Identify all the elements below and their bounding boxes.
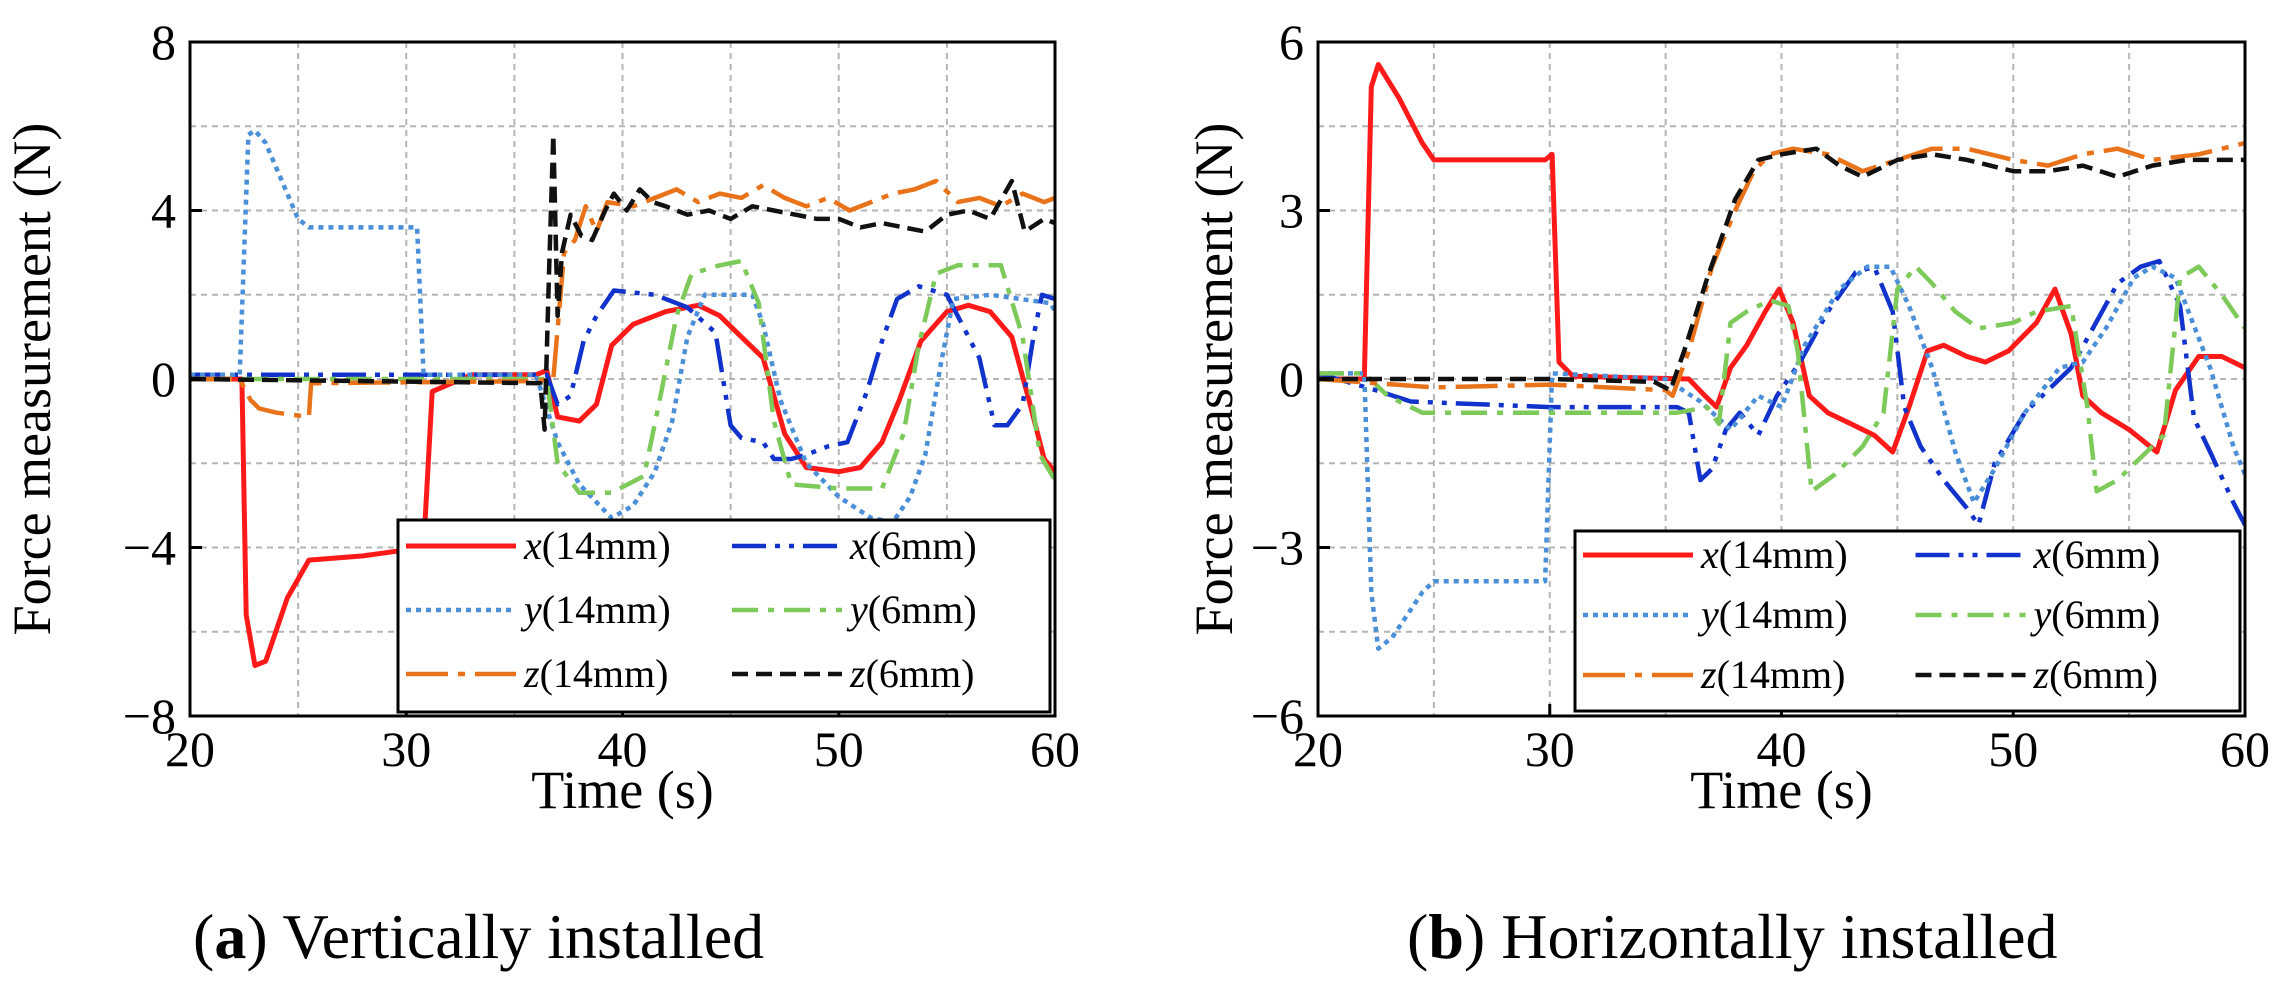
legend-label-var: y (520, 587, 542, 632)
chart-b: 20 30 40 50 60 −6 −3 0 3 6 Time (s) Force measureme… (1184, 14, 2270, 820)
series-line-y14mm (1318, 264, 2245, 651)
caption-a: (a) Vertically installed (193, 901, 765, 972)
series-line-z6mm (190, 132, 1055, 432)
legend-label-size: (6mm) (2051, 532, 2160, 577)
legend-label-size: (14mm) (542, 523, 671, 568)
x-tick-label: 50 (814, 721, 864, 777)
chart-a: 20 30 40 50 60 −8 −4 0 4 8 Time (s) Force measureme… (2, 14, 1080, 820)
legend-label: x(14mm) (523, 523, 671, 568)
series-line-z14mm (1318, 140, 2245, 399)
y-tick-label: 6 (1279, 14, 1304, 70)
y-tick-label: 8 (151, 14, 176, 70)
legend-label: z(6mm) (2033, 652, 2158, 697)
legend-label: y(14mm) (520, 587, 671, 632)
y-tick-label: 3 (1279, 183, 1304, 239)
series-line-z6mm (1318, 146, 2245, 393)
legend-label-size: (14mm) (1719, 592, 1848, 637)
y-tick-label: 0 (1279, 351, 1304, 407)
legend-label-size: (14mm) (1719, 532, 1848, 577)
series-line-x6mm (1318, 258, 2245, 528)
x-tick-label: 30 (1525, 721, 1575, 777)
y-tick-label: 4 (151, 183, 176, 239)
legend-label-var: z (1700, 652, 1717, 697)
x-tick-label: 20 (1293, 721, 1343, 777)
caption-b-text: Horizontally installed (1485, 901, 2058, 972)
x-tick-label: 60 (1030, 721, 1080, 777)
legend-label: z(14mm) (523, 651, 668, 696)
legend-label-size: (14mm) (542, 587, 671, 632)
legend-label-var: z (849, 651, 866, 696)
series-line-y6mm (190, 258, 1055, 495)
legend-label-var: x (1700, 532, 1719, 577)
y-axis-label: Force measurement (N) (1184, 123, 1244, 636)
legend-label-var: y (846, 587, 868, 632)
y-tick-label: −8 (123, 688, 176, 744)
series-line-y6mm (1318, 264, 2245, 494)
legend-box (396, 518, 1052, 714)
x-axis-label: Time (s) (1690, 760, 1873, 820)
x-tick-label: 30 (381, 721, 431, 777)
caption-a-letter: a (214, 901, 247, 972)
legend-label: y(6mm) (2030, 592, 2161, 637)
legend-label-var: x (2033, 532, 2052, 577)
x-tick-label: 20 (165, 721, 215, 777)
x-tick-label: 40 (598, 721, 648, 777)
legend-label-size: (6mm) (868, 587, 977, 632)
legend-label-var: z (523, 651, 540, 696)
legend-label-size: (6mm) (2051, 592, 2160, 637)
series-line-x14mm (1318, 62, 2245, 455)
y-tick-label: −6 (1251, 688, 1304, 744)
y-tick-label: 0 (151, 351, 176, 407)
legend-label: x(6mm) (2033, 532, 2161, 577)
legend-label: x(14mm) (1700, 532, 1848, 577)
legend-label-size: (6mm) (866, 651, 975, 696)
legend-label-var: x (523, 523, 542, 568)
legend: x(14mm) x(6mm)y(14mm) y(6mm)z(14mm) z(6mm) (396, 518, 1052, 714)
legend-label-var: y (1697, 592, 1719, 637)
series-line-y14mm (190, 128, 1055, 525)
series-group (1318, 62, 2245, 651)
x-axis-label: Time (s) (531, 760, 714, 820)
series-line-z14mm (190, 178, 1055, 420)
legend-label-var: x (849, 523, 868, 568)
legend-box (1573, 529, 2242, 713)
legend-label-size: (14mm) (540, 651, 669, 696)
legend-label-var: y (2030, 592, 2052, 637)
legend-label-var: z (2033, 652, 2050, 697)
series-line-x6mm (190, 284, 1055, 462)
x-tick-label: 50 (1988, 721, 2038, 777)
x-tick-label: 40 (1757, 721, 1807, 777)
y-axis-label: Force measurement (N) (2, 123, 62, 636)
legend: x(14mm) x(6mm)y(14mm) y(6mm)z(14mm) z(6mm) (1573, 529, 2242, 713)
legend-label: z(14mm) (1700, 652, 1845, 697)
legend-label: y(6mm) (846, 587, 977, 632)
legend-label: z(6mm) (849, 651, 974, 696)
legend-label-size: (6mm) (868, 523, 977, 568)
legend-label-size: (14mm) (1717, 652, 1846, 697)
x-tick-label: 60 (2220, 721, 2270, 777)
series-group (190, 128, 1055, 668)
legend-label-size: (6mm) (2049, 652, 2158, 697)
caption-b-letter: b (1428, 901, 1464, 972)
y-tick-label: −3 (1251, 520, 1304, 576)
caption-b: (b) Horizontally installed (1407, 901, 2058, 972)
caption-a-text: Vertically installed (267, 901, 765, 972)
legend-label: y(14mm) (1697, 592, 1848, 637)
series-line-x14mm (190, 302, 1055, 668)
y-tick-label: −4 (123, 520, 176, 576)
legend-label: x(6mm) (849, 523, 977, 568)
